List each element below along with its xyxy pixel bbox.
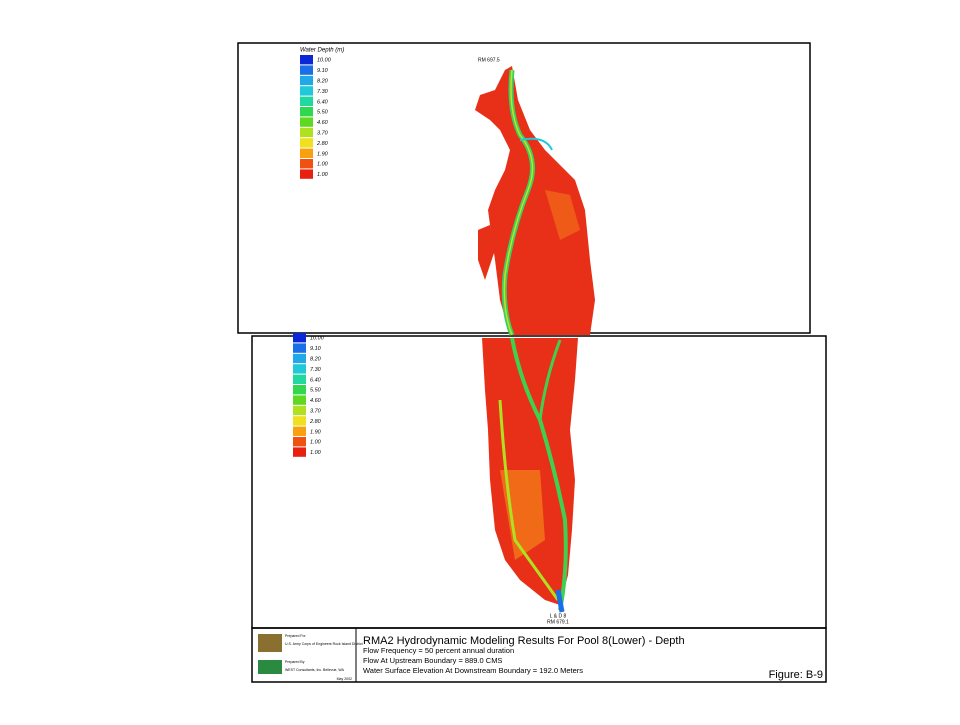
west-logo	[258, 660, 282, 674]
legend-label: 9.10	[310, 346, 322, 352]
legend-swatch	[300, 138, 313, 148]
legend-label: 3.70	[310, 408, 322, 414]
legend-label: 1.00	[310, 440, 322, 446]
legend-label: 2.80	[309, 419, 322, 425]
tb-line: Flow At Upstream Boundary = 889.0 CMS	[363, 656, 502, 665]
tb-text: May 2002	[337, 677, 352, 681]
legend-label: 1.00	[317, 162, 329, 168]
legend-label: 4.60	[310, 398, 322, 404]
legend-label: 10.00	[317, 58, 332, 64]
legend-swatch	[300, 55, 313, 65]
legend-swatch	[300, 159, 313, 169]
title-block	[251, 627, 827, 683]
legend-label: 5.50	[310, 388, 322, 394]
map-label: RM 679.1	[547, 619, 569, 625]
legend-swatch	[293, 426, 306, 436]
legend-label: 4.60	[317, 120, 329, 126]
tb-line: Water Surface Elevation At Downstream Bo…	[363, 666, 583, 675]
legend-swatch	[293, 385, 306, 395]
legend-label: 1.90	[317, 151, 329, 157]
legend-label: 6.40	[310, 377, 322, 383]
legend-label: 1.00	[310, 450, 322, 456]
legend-label: 7.30	[317, 89, 329, 95]
map-lower	[482, 337, 578, 613]
legend-label: 6.40	[317, 99, 329, 105]
legend-swatch	[293, 374, 306, 384]
tb-text: Prepared For	[285, 634, 306, 638]
tb-text: Prepared By	[285, 660, 305, 664]
legend-label: 3.70	[317, 130, 329, 136]
map-label: L & D 8	[550, 613, 567, 619]
figure-number: Figure: B-9	[769, 669, 823, 681]
legend-swatch	[300, 169, 313, 179]
legend-label: 8.20	[317, 78, 329, 84]
legend-swatch	[300, 86, 313, 96]
tb-line: Flow Frequency = 50 percent annual durat…	[363, 646, 514, 655]
legend-swatch	[300, 117, 313, 127]
map-upper	[475, 66, 595, 336]
legend-label: 2.80	[316, 141, 329, 147]
legend-label: 9.10	[317, 68, 329, 74]
legend-label: 7.30	[310, 367, 322, 373]
legend-label: 8.20	[310, 356, 322, 362]
legend-swatch	[293, 353, 306, 364]
legend-swatch	[293, 395, 306, 405]
legend-swatch	[293, 416, 306, 426]
legend-swatch	[293, 364, 306, 374]
tb-text: U.S. Army Corps of Engineers Rock Island…	[285, 642, 363, 646]
map-label: RM 697.5	[478, 57, 500, 63]
legend-swatch	[293, 447, 306, 457]
figure-title: RMA2 Hydrodynamic Modeling Results For P…	[363, 635, 685, 647]
legend-swatch	[293, 333, 306, 343]
legend-swatch	[293, 343, 306, 353]
tb-text: WEST Consultants, Inc. Bellevue, WA	[285, 668, 345, 672]
legend-swatch	[300, 148, 313, 158]
legend-label: 10.00	[310, 336, 325, 342]
legend-label: 1.00	[317, 172, 329, 178]
legend-swatch	[300, 96, 313, 106]
corps-logo	[258, 634, 282, 652]
legend-swatch	[300, 65, 313, 75]
legend-swatch	[300, 107, 313, 117]
legend-label: 1.90	[310, 429, 322, 435]
legend-label: 5.50	[317, 110, 329, 116]
legend-title: Water Depth (m)	[300, 48, 344, 54]
legend-swatch	[293, 405, 306, 416]
legend-swatch	[300, 127, 313, 138]
legend-swatch	[300, 75, 313, 86]
legend-swatch	[293, 437, 306, 447]
